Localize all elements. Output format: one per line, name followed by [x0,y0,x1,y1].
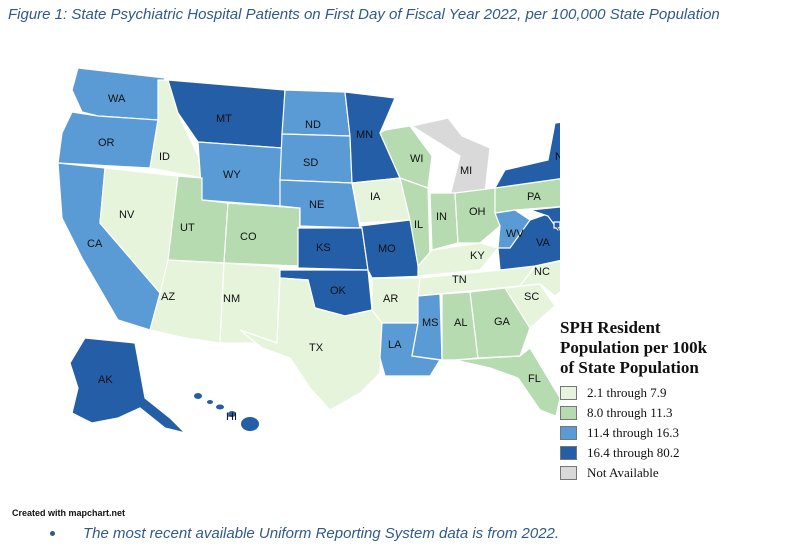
label-ks: KS [316,242,331,254]
legend-label: 2.1 through 7.9 [587,384,667,400]
state-ny[interactable] [493,120,560,189]
label-oh: OH [469,206,486,218]
label-pa: PA [527,191,542,203]
label-mt: MT [216,113,232,125]
figure-title: Figure 1: State Psychiatric Hospital Pat… [8,6,720,23]
legend-label: 16.4 through 80.2 [587,444,680,460]
legend-items: 2.1 through 7.9 8.0 through 11.3 11.4 th… [560,384,780,481]
bullet-icon [50,531,55,536]
state-ga[interactable] [469,287,531,359]
label-sd: SD [303,157,318,169]
label-ca: CA [87,238,103,250]
state-oh[interactable] [454,187,501,244]
label-il: IL [414,219,423,231]
legend-swatch [560,425,577,440]
state-dc[interactable] [553,221,560,229]
label-co: CO [240,231,257,243]
state-hi[interactable] [194,393,259,431]
state-tx[interactable] [239,277,383,411]
label-mi: MI [460,165,472,177]
legend-swatch [560,465,577,480]
label-wi: WI [410,153,423,165]
label-al: AL [454,317,467,329]
footnote: The most recent available Uniform Report… [50,525,559,542]
label-wy: WY [223,169,241,181]
label-wv: WV [506,228,524,240]
state-co[interactable] [223,202,301,267]
state-ak[interactable] [69,337,187,435]
label-ne: NE [309,199,324,211]
label-ia: IA [370,191,381,203]
label-nv: NV [119,209,135,221]
state-md[interactable] [529,206,560,231]
label-fl: FL [528,373,541,385]
label-nd: ND [305,119,321,131]
label-ak: AK [98,374,113,386]
label-la: LA [388,339,402,351]
credit-text: Created with mapchart.net [12,508,126,518]
label-wa: WA [108,93,126,105]
label-ut: UT [180,222,195,234]
legend-title: SPH Resident Population per 100k of Stat… [560,318,708,377]
legend-swatch [560,385,577,400]
label-ok: OK [330,285,347,297]
state-va[interactable] [497,212,560,271]
label-ny: NY [555,151,560,163]
label-hi: HI [226,411,237,423]
legend-item: 8.0 through 11.3 [560,404,780,421]
legend-item: 16.4 through 80.2 [560,444,780,461]
legend-item: Not Available [560,464,780,481]
label-nc: NC [534,266,550,278]
legend-label: Not Available [587,464,659,480]
state-ms[interactable] [411,293,443,361]
label-id: ID [159,151,170,163]
label-mo: MO [378,243,396,255]
label-nm: NM [223,293,240,305]
label-in: IN [436,211,447,223]
label-ms: MS [422,317,439,329]
legend-label: 8.0 through 11.3 [587,404,673,420]
legend-item: 2.1 through 7.9 [560,384,780,401]
label-ky: KY [470,250,485,262]
label-sc: SC [524,291,539,303]
us-map: WA OR CA ID NV MT WY UT CO AZ NM ND SD N… [57,67,560,435]
label-mn: MN [356,129,373,141]
legend-swatch [560,405,577,420]
label-tn: TN [452,274,467,286]
label-ar: AR [383,293,398,305]
label-or: OR [98,137,115,149]
label-va: VA [536,237,551,249]
label-az: AZ [161,291,175,303]
map-legend: SPH Resident Population per 100k of Stat… [560,318,780,481]
legend-item: 11.4 through 16.3 [560,424,780,441]
label-ga: GA [494,316,511,328]
state-fl[interactable] [454,347,560,417]
state-ks[interactable] [297,227,369,271]
state-mi[interactable] [410,117,491,197]
legend-swatch [560,445,577,460]
legend-label: 11.4 through 16.3 [587,424,679,440]
label-tx: TX [309,342,324,354]
footnote-text: The most recent available Uniform Report… [83,525,560,542]
